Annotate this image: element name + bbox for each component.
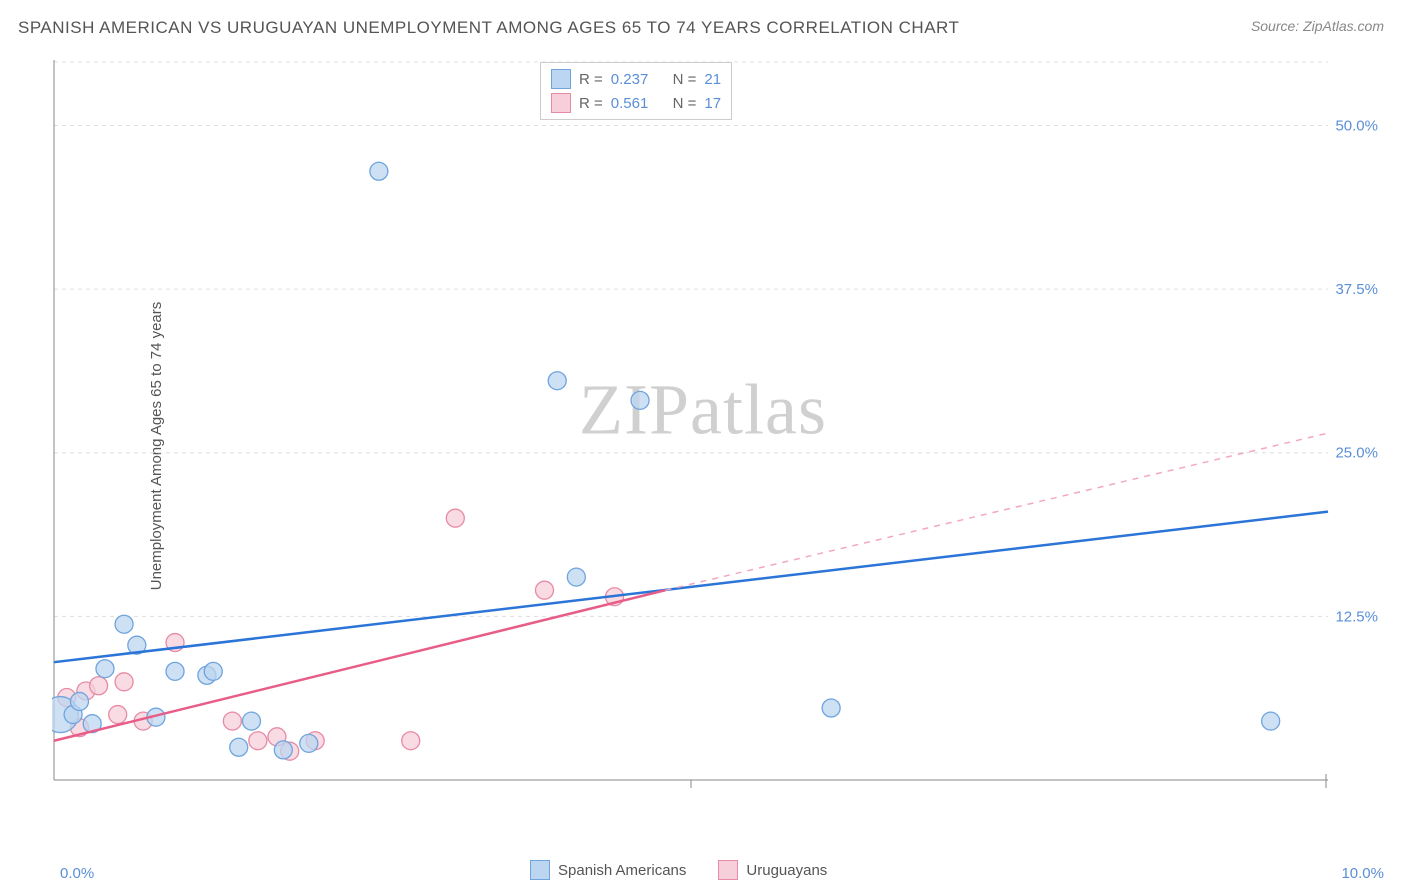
series-legend-item: Uruguayans bbox=[718, 860, 827, 880]
data-point bbox=[204, 662, 222, 680]
data-point bbox=[90, 677, 108, 695]
legend-swatch bbox=[530, 860, 550, 880]
data-point bbox=[446, 509, 464, 527]
data-point bbox=[230, 738, 248, 756]
data-point bbox=[535, 581, 553, 599]
trend-line-blue bbox=[54, 512, 1328, 663]
n-value: 21 bbox=[704, 71, 721, 88]
data-point bbox=[822, 699, 840, 717]
legend-swatch bbox=[718, 860, 738, 880]
svg-text:37.5%: 37.5% bbox=[1335, 281, 1378, 298]
series-legend-item: Spanish Americans bbox=[530, 860, 686, 880]
svg-text:12.5%: 12.5% bbox=[1335, 608, 1378, 625]
data-point bbox=[370, 162, 388, 180]
legend-swatch bbox=[551, 93, 571, 113]
data-point bbox=[274, 741, 292, 759]
data-point bbox=[548, 372, 566, 390]
data-point bbox=[631, 391, 649, 409]
r-value: 0.561 bbox=[611, 95, 649, 112]
correlation-legend: R = 0.237 N = 21 R = 0.561 N = 17 bbox=[540, 62, 732, 120]
data-point bbox=[96, 660, 114, 678]
legend-row: R = 0.561 N = 17 bbox=[551, 91, 721, 115]
legend-row: R = 0.237 N = 21 bbox=[551, 67, 721, 91]
data-point bbox=[109, 706, 127, 724]
data-point bbox=[300, 734, 318, 752]
data-point bbox=[249, 732, 267, 750]
r-label: R = bbox=[579, 71, 603, 88]
data-point bbox=[567, 568, 585, 586]
series-legend: Spanish Americans Uruguayans bbox=[530, 860, 827, 880]
data-point bbox=[242, 712, 260, 730]
r-label: R = bbox=[579, 95, 603, 112]
data-point bbox=[70, 692, 88, 710]
n-value: 17 bbox=[704, 95, 721, 112]
n-label: N = bbox=[673, 71, 697, 88]
trend-line-pink-extrapolated bbox=[666, 433, 1328, 590]
data-point bbox=[223, 712, 241, 730]
data-point bbox=[115, 673, 133, 691]
svg-text:25.0%: 25.0% bbox=[1335, 445, 1378, 462]
data-point bbox=[1262, 712, 1280, 730]
legend-swatch bbox=[551, 69, 571, 89]
scatter-plot: 12.5% 25.0% 37.5% 50.0% bbox=[52, 60, 1388, 820]
n-label: N = bbox=[673, 95, 697, 112]
series-label: Spanish Americans bbox=[558, 862, 686, 879]
source-attribution: Source: ZipAtlas.com bbox=[1251, 18, 1384, 34]
x-axis-min-label: 0.0% bbox=[60, 865, 94, 882]
chart-svg: 12.5% 25.0% 37.5% 50.0% bbox=[52, 60, 1388, 820]
svg-text:50.0%: 50.0% bbox=[1335, 117, 1378, 134]
trend-line-pink bbox=[54, 590, 666, 741]
series-label: Uruguayans bbox=[746, 862, 827, 879]
r-value: 0.237 bbox=[611, 71, 649, 88]
data-point bbox=[115, 615, 133, 633]
data-point bbox=[402, 732, 420, 750]
data-point bbox=[166, 662, 184, 680]
x-axis-max-label: 10.0% bbox=[1341, 865, 1384, 882]
chart-title: SPANISH AMERICAN VS URUGUAYAN UNEMPLOYME… bbox=[18, 18, 959, 38]
